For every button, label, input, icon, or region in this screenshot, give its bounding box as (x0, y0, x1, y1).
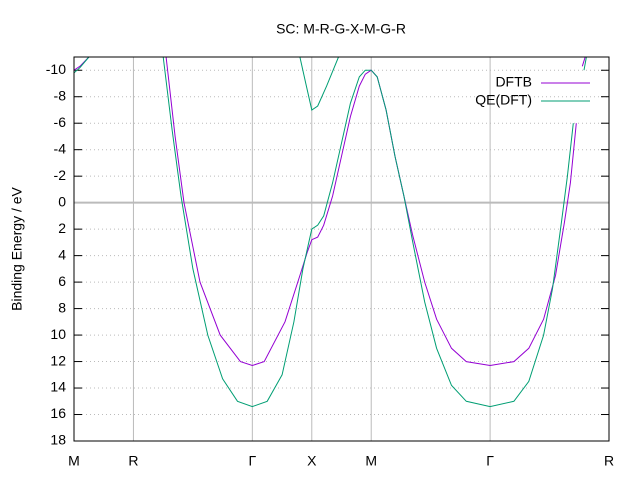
y-tick-label: 8 (58, 299, 66, 315)
x-tick-label: Γ (248, 453, 256, 469)
chart-title: SC: M-R-G-X-M-G-R (276, 21, 406, 37)
plot-frame (73, 56, 610, 442)
y-tick-label: 0 (58, 193, 66, 209)
y-tick-label: -4 (54, 140, 67, 156)
x-tick-label: X (307, 453, 317, 469)
y-tick-label: 2 (58, 220, 66, 236)
plot-area (74, 57, 587, 408)
y-tick-label: -6 (54, 114, 67, 130)
y-tick-label: 4 (58, 246, 66, 262)
x-tick-label: Γ (486, 453, 494, 469)
x-tick-label: M (365, 453, 377, 469)
x-tick-label: M (68, 453, 80, 469)
y-tick-label: 18 (50, 432, 66, 448)
y-tick-label: -2 (54, 167, 67, 183)
y-tick-label: 16 (50, 405, 66, 421)
x-tick-label: R (128, 453, 138, 469)
y-tick-label: -10 (46, 61, 66, 77)
y-axis-label: Binding Energy / eV (9, 186, 25, 310)
series-line (74, 57, 587, 408)
legend-label: QE(DFT) (475, 92, 532, 108)
x-tick-label: R (604, 453, 614, 469)
y-tick-label: 10 (50, 326, 66, 342)
y-tick-label: 12 (50, 352, 66, 368)
legend-label: DFTB (495, 74, 532, 90)
y-tick-label: -8 (54, 87, 67, 103)
y-tick-label: 6 (58, 273, 66, 289)
y-tick-label: 14 (50, 379, 66, 395)
